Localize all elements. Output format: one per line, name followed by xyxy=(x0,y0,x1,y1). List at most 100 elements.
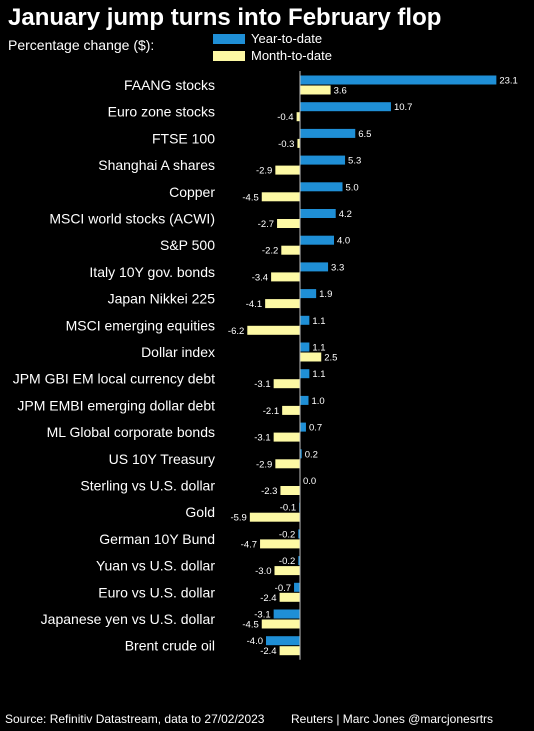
bar-mtd-sterling-vs-u-s-dollar xyxy=(280,486,300,495)
category-label-yuan-vs-u-s-dollar: Yuan vs U.S. dollar xyxy=(96,558,215,574)
bar-mtd-faang-stocks xyxy=(300,85,331,95)
bar-ytd-dollar-index xyxy=(300,342,310,352)
value-label-ytd-copper: 5.0 xyxy=(346,182,359,193)
value-label-ytd-faang-stocks: 23.1 xyxy=(499,76,517,87)
category-label-shanghai-a-shares: Shanghai A shares xyxy=(98,157,215,173)
bar-ytd-msci-emerging-equities xyxy=(300,315,310,325)
bar-mtd-german-10y-bund xyxy=(260,539,300,549)
bar-mtd-japanese-yen-vs-u-s-dollar xyxy=(261,619,300,629)
value-label-mtd-yuan-vs-u-s-dollar: -3.0 xyxy=(255,566,271,577)
bar-ytd-us-10y-treasury xyxy=(300,449,302,459)
legend-label-year-to-date: Year-to-date xyxy=(251,31,323,46)
category-label-dollar-index: Dollar index xyxy=(141,344,215,360)
value-label-mtd-ml-global-corporate-bonds: -3.1 xyxy=(254,433,270,444)
bar-mtd-yuan-vs-u-s-dollar xyxy=(274,566,300,576)
value-label-mtd-jpm-embi-emerging-dollar-debt: -2.1 xyxy=(263,406,279,417)
value-label-ytd-brent-crude-oil: -4.0 xyxy=(247,636,263,647)
bar-ytd-copper xyxy=(300,182,343,192)
bar-ytd-shanghai-a-shares xyxy=(300,155,346,165)
value-label-mtd-japan-nikkei-225: -4.1 xyxy=(246,299,262,310)
value-label-ytd-japan-nikkei-225: 1.9 xyxy=(319,289,332,300)
bar-ytd-japanese-yen-vs-u-s-dollar xyxy=(273,609,300,619)
value-label-ytd-shanghai-a-shares: 5.3 xyxy=(348,156,361,167)
credit-note: Reuters | Marc Jones @marcjonesrtrs xyxy=(291,712,494,726)
value-label-mtd-faang-stocks: 3.6 xyxy=(334,86,347,97)
value-label-ytd-jpm-embi-emerging-dollar-debt: 1.0 xyxy=(312,396,325,407)
category-label-jpm-gbi-em-local-currency-debt: JPM GBI EM local currency debt xyxy=(13,371,215,387)
value-label-mtd-s-p-500: -2.2 xyxy=(262,246,278,257)
category-label-euro-vs-u-s-dollar: Euro vs U.S. dollar xyxy=(98,584,215,600)
value-label-ytd-us-10y-treasury: 0.2 xyxy=(305,449,318,460)
bar-ytd-jpm-embi-emerging-dollar-debt xyxy=(300,395,309,405)
category-label-jpm-embi-emerging-dollar-debt: JPM EMBI emerging dollar debt xyxy=(17,397,215,413)
value-label-mtd-euro-vs-u-s-dollar: -2.4 xyxy=(260,593,276,604)
bar-ytd-msci-world-stocks-acwi xyxy=(300,209,336,218)
bar-ytd-italy-10y-gov-bonds xyxy=(300,262,329,272)
value-label-ytd-euro-vs-u-s-dollar: -0.7 xyxy=(275,583,291,594)
value-label-ytd-ftse-100: 6.5 xyxy=(358,129,371,140)
bar-mtd-italy-10y-gov-bonds xyxy=(271,272,300,282)
category-label-german-10y-bund: German 10Y Bund xyxy=(99,531,215,547)
value-label-ytd-s-p-500: 4.0 xyxy=(337,236,350,247)
bar-mtd-s-p-500 xyxy=(281,245,300,255)
value-label-mtd-copper: -4.5 xyxy=(242,192,258,203)
value-label-mtd-sterling-vs-u-s-dollar: -2.3 xyxy=(261,486,277,497)
value-label-mtd-euro-zone-stocks: -0.4 xyxy=(277,112,293,123)
bar-mtd-japan-nikkei-225 xyxy=(265,299,300,309)
bar-ytd-euro-zone-stocks xyxy=(300,102,391,112)
value-label-mtd-msci-world-stocks-acwi: -2.7 xyxy=(258,219,274,230)
value-label-ytd-jpm-gbi-em-local-currency-debt: 1.1 xyxy=(312,369,325,380)
legend-swatch-year-to-date xyxy=(213,33,245,44)
bar-mtd-copper xyxy=(261,192,300,202)
value-label-ytd-dollar-index: 1.1 xyxy=(312,343,325,354)
bar-ytd-brent-crude-oil xyxy=(266,636,300,646)
value-label-mtd-italy-10y-gov-bonds: -3.4 xyxy=(252,272,268,283)
category-label-sterling-vs-u-s-dollar: Sterling vs U.S. dollar xyxy=(80,478,215,494)
bar-ytd-ml-global-corporate-bonds xyxy=(300,422,306,432)
chart-subtitle: Percentage change ($): xyxy=(8,37,155,53)
value-label-ytd-msci-world-stocks-acwi: 4.2 xyxy=(339,209,352,220)
category-label-japan-nikkei-225: Japan Nikkei 225 xyxy=(108,291,216,307)
value-label-mtd-msci-emerging-equities: -6.2 xyxy=(228,326,244,337)
legend-item-month-to-date: Month-to-date xyxy=(213,48,332,63)
value-label-ytd-msci-emerging-equities: 1.1 xyxy=(312,316,325,327)
category-label-brent-crude-oil: Brent crude oil xyxy=(125,638,215,654)
bar-mtd-msci-emerging-equities xyxy=(247,325,300,335)
legend-label-month-to-date: Month-to-date xyxy=(251,48,332,63)
bar-mtd-gold xyxy=(249,512,300,522)
value-label-ytd-euro-zone-stocks: 10.7 xyxy=(394,102,413,113)
category-label-msci-emerging-equities: MSCI emerging equities xyxy=(66,317,215,333)
bar-ytd-german-10y-bund xyxy=(298,529,300,539)
bar-mtd-jpm-gbi-em-local-currency-debt xyxy=(273,379,300,389)
category-label-us-10y-treasury: US 10Y Treasury xyxy=(109,451,215,467)
bar-mtd-euro-vs-u-s-dollar xyxy=(279,592,300,602)
value-label-ytd-gold: -0.1 xyxy=(280,503,296,514)
bar-mtd-euro-zone-stocks xyxy=(296,112,300,122)
source-note: Source: Refinitiv Datastream, data to 27… xyxy=(5,712,265,726)
legend-swatch-month-to-date xyxy=(213,50,245,61)
category-label-s-p-500: S&P 500 xyxy=(160,237,215,253)
value-label-ytd-german-10y-bund: -0.2 xyxy=(279,529,295,540)
value-label-mtd-german-10y-bund: -4.7 xyxy=(241,539,257,550)
bar-mtd-jpm-embi-emerging-dollar-debt xyxy=(282,405,300,415)
category-label-faang-stocks: FAANG stocks xyxy=(124,77,215,93)
bar-mtd-ml-global-corporate-bonds xyxy=(273,432,300,442)
bar-ytd-jpm-gbi-em-local-currency-debt xyxy=(300,369,310,379)
category-label-gold: Gold xyxy=(185,504,215,520)
bar-ytd-ftse-100 xyxy=(300,128,356,138)
bar-ytd-s-p-500 xyxy=(300,235,334,245)
bar-mtd-us-10y-treasury xyxy=(275,459,300,469)
bar-mtd-ftse-100 xyxy=(297,138,300,148)
value-label-ytd-japanese-yen-vs-u-s-dollar: -3.1 xyxy=(254,610,270,621)
bar-mtd-brent-crude-oil xyxy=(279,646,300,656)
bar-ytd-faang-stocks xyxy=(300,75,497,85)
value-label-mtd-brent-crude-oil: -2.4 xyxy=(260,646,276,657)
bar-mtd-msci-world-stocks-acwi xyxy=(277,219,300,228)
value-label-ytd-italy-10y-gov-bonds: 3.3 xyxy=(331,262,344,273)
value-label-mtd-dollar-index: 2.5 xyxy=(324,353,337,364)
category-label-japanese-yen-vs-u-s-dollar: Japanese yen vs U.S. dollar xyxy=(41,611,216,627)
bar-ytd-japan-nikkei-225 xyxy=(300,289,317,299)
value-label-mtd-japanese-yen-vs-u-s-dollar: -4.5 xyxy=(242,620,258,631)
value-label-ytd-sterling-vs-u-s-dollar: 0.0 xyxy=(303,476,316,487)
